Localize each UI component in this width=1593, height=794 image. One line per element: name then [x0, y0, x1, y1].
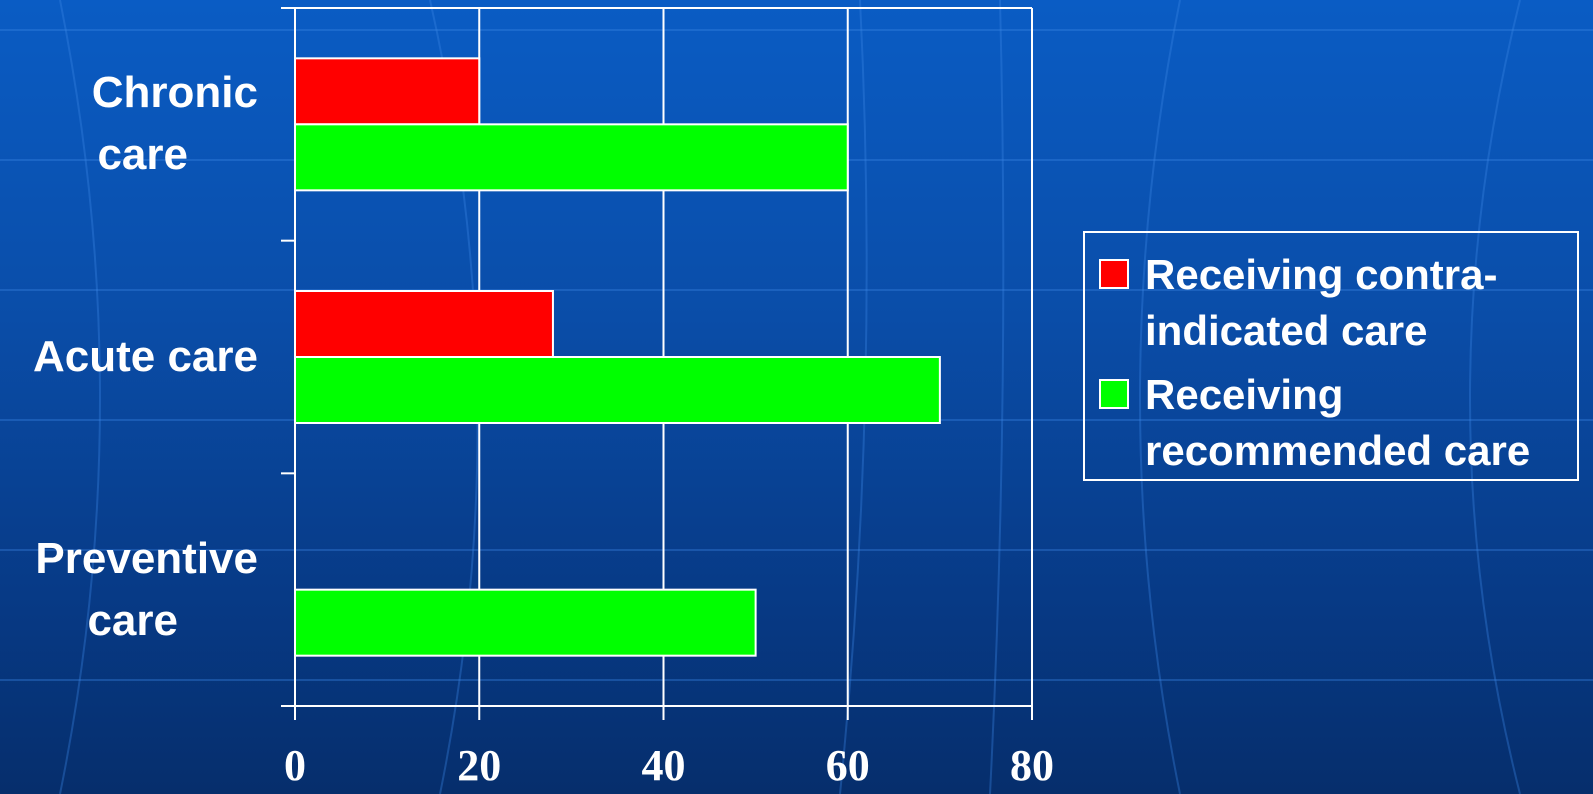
bar	[294, 57, 481, 126]
category-label: Preventive care	[8, 528, 258, 652]
legend-label: Receiving contra-indicated care	[1145, 247, 1575, 359]
x-tick-label: 20	[457, 741, 502, 790]
legend-label-line: recommended care	[1145, 427, 1531, 474]
category-label: Acute care	[8, 326, 258, 388]
bar	[294, 356, 941, 424]
category-label-line: Preventive	[35, 533, 258, 583]
legend-label-line: Receiving contra-	[1145, 251, 1498, 298]
x-tick-label: 40	[641, 741, 686, 790]
bar	[294, 588, 757, 657]
x-tick-label: 0	[284, 741, 306, 790]
bars	[294, 57, 941, 657]
category-label-line: care	[87, 595, 178, 645]
legend-swatch	[1099, 259, 1129, 289]
category-label-line: Acute care	[32, 332, 258, 381]
x-tick-label: 60	[825, 741, 870, 790]
legend: Receiving contra-indicated care Receiving…	[1083, 231, 1579, 481]
category-label-line: Chronic	[91, 68, 258, 118]
bar	[294, 123, 849, 192]
category-label-line: care	[97, 130, 188, 180]
axes	[281, 7, 1033, 720]
legend-label-line: indicated care	[1145, 307, 1428, 354]
x-tick-label: 80	[1010, 741, 1054, 790]
bar	[294, 290, 554, 358]
legend-swatch	[1099, 379, 1129, 409]
category-label: Chronic care	[8, 62, 258, 186]
legend-label: Receiving recommended care	[1145, 367, 1575, 479]
legend-label-line: Receiving	[1145, 371, 1344, 418]
